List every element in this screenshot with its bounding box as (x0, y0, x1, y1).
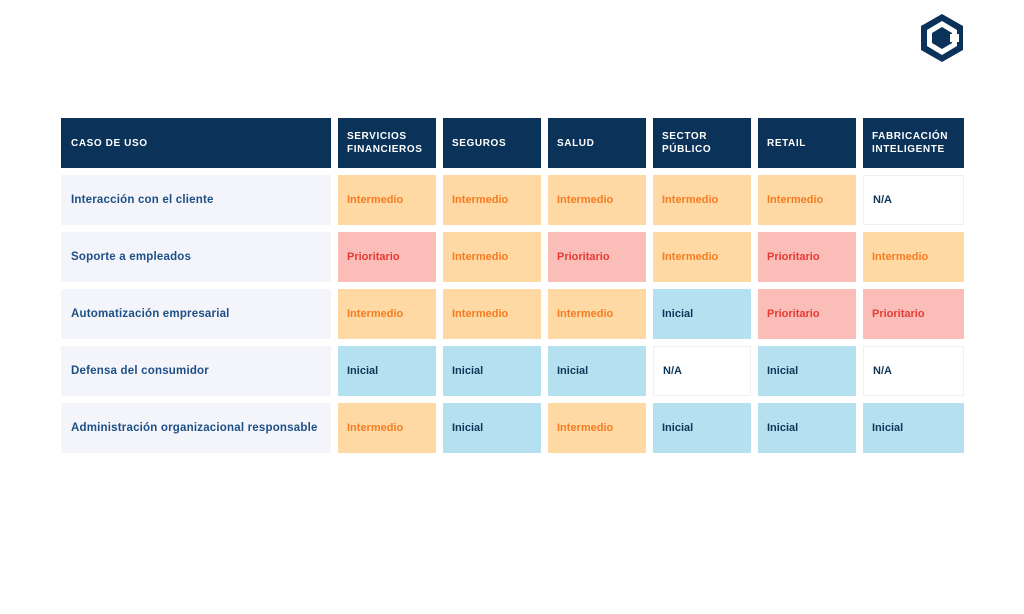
level-badge-prioritario: Prioritario (863, 289, 964, 339)
level-badge-inicial: Inicial (758, 346, 856, 396)
level-badge-inicial: Inicial (338, 346, 436, 396)
level-badge-intermedio: Intermedio (338, 175, 436, 225)
level-badge-intermedio: Intermedio (338, 289, 436, 339)
level-badge-prioritario: Prioritario (758, 232, 856, 282)
level-badge-na: N/A (863, 175, 964, 225)
level-badge-inicial: Inicial (653, 403, 751, 453)
level-badge-intermedio: Intermedio (653, 232, 751, 282)
level-badge-prioritario: Prioritario (758, 289, 856, 339)
level-badge-intermedio: Intermedio (548, 403, 646, 453)
row-label-automatizacion-empresarial: Automatización empresarial (61, 289, 331, 339)
level-badge-intermedio: Intermedio (758, 175, 856, 225)
column-header-servicios-financieros: SERVICIOS FINANCIEROS (338, 118, 436, 168)
level-badge-na: N/A (863, 346, 964, 396)
column-header-fabricacion-inteligente: FABRICACIÓN INTELIGENTE (863, 118, 964, 168)
level-badge-inicial: Inicial (863, 403, 964, 453)
hexagon-logo-icon (921, 14, 963, 62)
level-badge-inicial: Inicial (548, 346, 646, 396)
level-badge-prioritario: Prioritario (548, 232, 646, 282)
level-badge-inicial: Inicial (653, 289, 751, 339)
use-case-matrix: CASO DE USO SERVICIOS FINANCIEROS SEGUROS S… (61, 118, 964, 453)
row-label-interaccion-con-el-cliente: Interacción con el cliente (61, 175, 331, 225)
column-header-salud: SALUD (548, 118, 646, 168)
level-badge-intermedio: Intermedio (338, 403, 436, 453)
column-header-retail: RETAIL (758, 118, 856, 168)
level-badge-intermedio: Intermedio (548, 175, 646, 225)
level-badge-intermedio: Intermedio (443, 289, 541, 339)
row-label-administracion-organizacional-responsable: Administración organizacional responsabl… (61, 403, 331, 453)
level-badge-intermedio: Intermedio (548, 289, 646, 339)
row-label-defensa-del-consumidor: Defensa del consumidor (61, 346, 331, 396)
level-badge-intermedio: Intermedio (443, 232, 541, 282)
level-badge-na: N/A (653, 346, 751, 396)
level-badge-inicial: Inicial (443, 403, 541, 453)
level-badge-inicial: Inicial (443, 346, 541, 396)
column-header-seguros: SEGUROS (443, 118, 541, 168)
level-badge-intermedio: Intermedio (863, 232, 964, 282)
level-badge-prioritario: Prioritario (338, 232, 436, 282)
level-badge-inicial: Inicial (758, 403, 856, 453)
column-header-sector-publico: SECTOR PÚBLICO (653, 118, 751, 168)
column-header-caso-de-uso: CASO DE USO (61, 118, 331, 168)
level-badge-intermedio: Intermedio (443, 175, 541, 225)
row-label-soporte-a-empleados: Soporte a empleados (61, 232, 331, 282)
level-badge-intermedio: Intermedio (653, 175, 751, 225)
